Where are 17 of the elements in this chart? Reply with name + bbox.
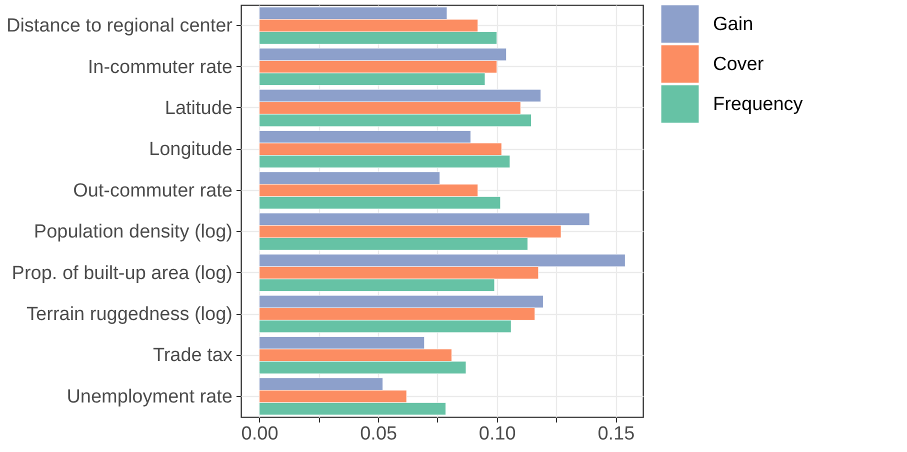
x-tick-label: 0.15 (598, 424, 635, 444)
y-tick-label: Terrain ruggedness (log) (26, 304, 232, 325)
y-tick-label: Latitude (164, 98, 232, 119)
y-tick-label: Prop. of built-up area (log) (12, 262, 232, 284)
y-tick-label: In-commuter rate (88, 56, 232, 78)
x-tick-label: 0.05 (360, 424, 398, 444)
legend-label: Cover (713, 54, 764, 75)
y-tick-label: Population density (log) (34, 222, 232, 243)
y-tick-label: Unemployment rate (66, 386, 232, 408)
x-tick-label: 0.10 (478, 424, 516, 444)
y-tick-label: Trade tax (152, 345, 233, 366)
y-tick-label: Distance to regional center (6, 16, 234, 37)
legend-label: Frequency (713, 94, 804, 115)
y-tick-label: Longitude (149, 139, 232, 160)
x-tick-label: 0.00 (241, 424, 278, 444)
legend-label: Gain (713, 14, 754, 35)
y-tick-label: Out-commuter rate (73, 180, 232, 202)
